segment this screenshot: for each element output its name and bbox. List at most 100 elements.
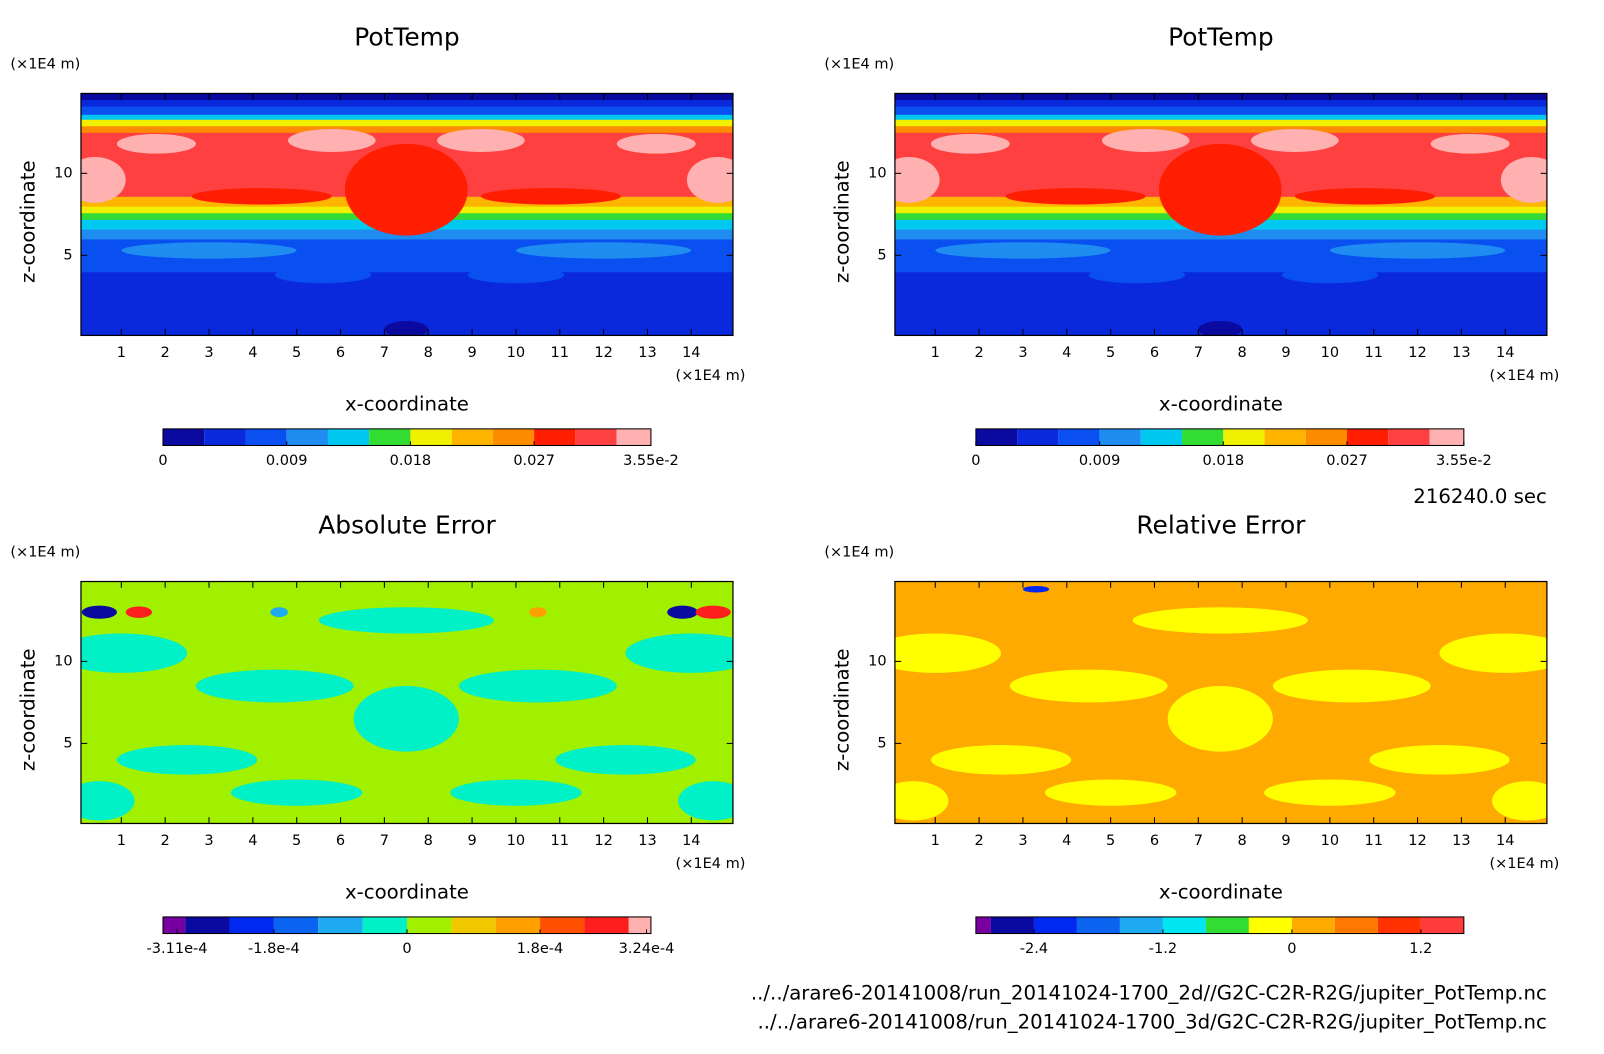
colorbar-segment <box>362 916 407 934</box>
colorbar-segment <box>1162 916 1206 934</box>
x-tick-label: 4 <box>1062 833 1071 849</box>
plot-title: PotTemp <box>354 22 460 51</box>
file-path: ../../arare6-20141008/run_20141024-1700_… <box>758 1010 1547 1033</box>
x-tick-label: 9 <box>467 833 476 849</box>
y-axis-label: z-coordinate <box>17 648 40 771</box>
x-tick-label: 7 <box>380 345 389 361</box>
contour-region <box>1022 585 1050 593</box>
x-tick-label: 2 <box>161 345 170 361</box>
contour-region <box>116 133 196 154</box>
contour-field <box>894 93 1547 336</box>
colorbar-tick-label: 1.2 <box>1409 941 1432 957</box>
colorbar-tick-label: 0.027 <box>513 453 555 469</box>
contour-region <box>1101 129 1190 153</box>
contour-region <box>80 781 135 821</box>
y-axis-label: z-coordinate <box>831 160 854 283</box>
colorbar-segment <box>1248 916 1292 934</box>
colorbar-segment <box>1347 428 1389 446</box>
x-unit: (×1E4 m) <box>676 368 746 384</box>
contour-region <box>1088 266 1186 284</box>
contour-region <box>1009 669 1168 703</box>
contour-region <box>353 686 459 752</box>
contour-region <box>270 607 288 618</box>
x-tick-label: 11 <box>551 345 569 361</box>
colorbar-segment <box>1334 916 1378 934</box>
contour-region <box>894 114 1547 120</box>
colorbar-tick-label: 3.24e-4 <box>619 941 675 957</box>
colorbar-segment <box>451 916 496 934</box>
x-tick-label: 6 <box>1150 833 1159 849</box>
colorbar-segment <box>369 428 411 446</box>
contour-region <box>678 781 733 821</box>
x-tick-label: 6 <box>1150 345 1159 361</box>
y-tick-label: 5 <box>63 247 72 263</box>
x-tick-label: 3 <box>204 345 213 361</box>
contour-region <box>1005 188 1146 205</box>
colorbar-tick-label: 0 <box>1287 941 1296 957</box>
contour-field <box>80 93 733 336</box>
x-tick-label: 6 <box>336 833 345 849</box>
colorbar-segment <box>406 916 452 934</box>
x-tick-label: 8 <box>424 833 433 849</box>
contour-region <box>195 669 354 703</box>
x-tick-label: 9 <box>1281 833 1290 849</box>
contour-region <box>555 745 696 775</box>
contour-region <box>894 99 1547 107</box>
contour-region <box>230 779 363 806</box>
colorbar-segment <box>1291 916 1335 934</box>
contour-region <box>1492 781 1547 821</box>
x-tick-label: 1 <box>117 833 126 849</box>
contour-region <box>935 242 1111 259</box>
x-tick-label: 14 <box>682 345 700 361</box>
y-tick-label: 5 <box>877 735 886 751</box>
colorbar-segment <box>975 916 991 934</box>
colorbar-segment <box>162 428 205 446</box>
colorbar-tick-label: -1.2 <box>1149 941 1177 957</box>
contour-region <box>80 633 188 673</box>
contour-region <box>318 607 495 634</box>
colorbar-tick-label: 0 <box>402 941 411 957</box>
contour-region <box>894 781 949 821</box>
contour-region <box>894 106 1547 115</box>
contour-region <box>529 607 547 618</box>
colorbar-tick-label: 0 <box>158 453 167 469</box>
colorbar-frame <box>975 428 1465 447</box>
x-unit: (×1E4 m) <box>676 856 746 872</box>
contour-region <box>121 242 297 259</box>
colorbar-tick-label: -2.4 <box>1020 941 1048 957</box>
x-tick-label: 2 <box>161 833 170 849</box>
y-tick-label: 10 <box>868 165 886 181</box>
x-tick-label: 4 <box>248 833 257 849</box>
colorbar-tick-label: 0.027 <box>1326 453 1368 469</box>
contour-region <box>384 320 429 336</box>
colorbar-segment <box>495 916 541 934</box>
plot-frame <box>894 580 1548 825</box>
x-tick-label: 7 <box>1194 345 1203 361</box>
colorbar-segment <box>162 916 186 934</box>
contour-region <box>274 266 372 284</box>
colorbar-segment <box>1429 428 1464 446</box>
colorbar-segment <box>1058 428 1100 446</box>
x-tick-label: 4 <box>248 345 257 361</box>
plot-frame <box>894 92 1548 337</box>
x-tick-label: 3 <box>204 833 213 849</box>
contour-region <box>81 605 117 619</box>
contour-region <box>1329 242 1506 259</box>
contour-region <box>116 745 258 775</box>
y-unit: (×1E4 m) <box>10 544 80 560</box>
x-tick-label: 4 <box>1062 345 1071 361</box>
contour-region <box>894 125 1547 133</box>
y-unit: (×1E4 m) <box>10 56 80 72</box>
x-tick-label: 6 <box>336 345 345 361</box>
x-tick-label: 10 <box>507 345 525 361</box>
colorbar-tick-label: 0.018 <box>390 453 432 469</box>
colorbar-segment <box>492 428 535 446</box>
contour-region <box>437 129 525 153</box>
colorbar-segment <box>534 428 576 446</box>
colorbar-segment <box>229 916 274 934</box>
y-unit: (×1E4 m) <box>824 544 894 560</box>
colorbar-tick-label: 3.55e-2 <box>623 453 679 469</box>
x-tick-label: 12 <box>1408 345 1426 361</box>
x-tick-label: 12 <box>594 345 612 361</box>
